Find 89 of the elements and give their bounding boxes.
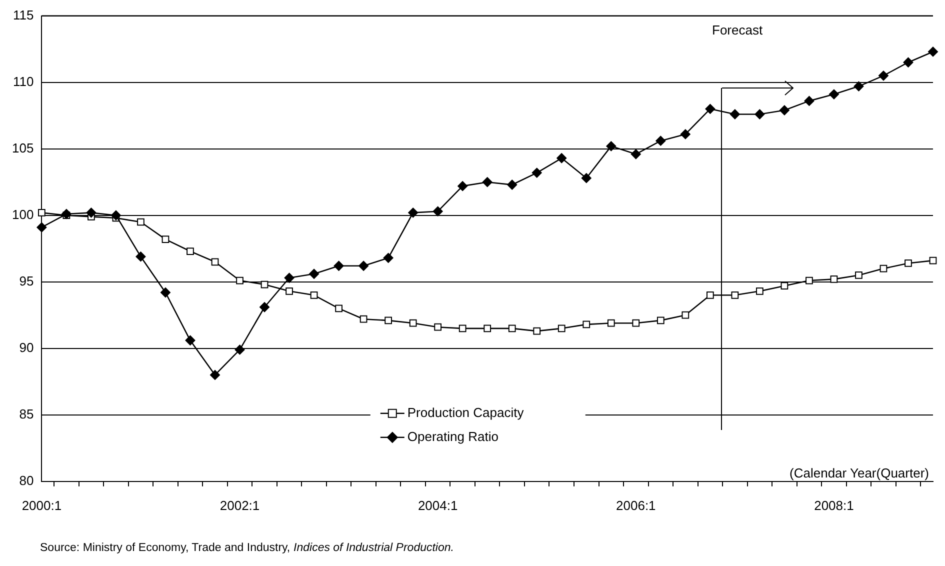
point [432,206,443,216]
point [532,168,542,178]
point [335,304,342,312]
point [581,173,592,184]
point [61,209,72,220]
point [434,323,442,331]
point [754,109,765,120]
point [507,180,518,190]
point [286,287,293,295]
point [260,280,268,288]
y-tick-label: 95 [19,273,34,288]
point [137,218,144,226]
point [383,252,394,263]
y-tick-label: 85 [19,406,34,422]
point [360,315,368,323]
point [211,258,219,266]
point [358,260,369,271]
point [682,311,690,319]
y-tick-label: 115 [12,7,34,22]
legend-label: Production Capacity [407,404,524,420]
point [334,260,344,271]
point [185,335,196,346]
source-note: Source: Ministry of Economy, Trade and Industry, Indices of Industrial Production. [40,542,454,554]
point [86,208,96,218]
point [186,248,194,255]
x-tick-label: 2008:1 [814,498,854,513]
point [929,256,937,264]
point [780,282,788,290]
point [458,181,468,192]
point [284,272,294,283]
point [632,319,640,327]
point [903,57,914,68]
point [854,81,864,92]
point [309,268,320,279]
legend-label: Operating Ratio [407,428,498,444]
point [458,324,466,332]
point [730,109,740,120]
y-tick-label: 90 [19,340,34,355]
point [556,153,567,164]
point [830,276,838,283]
x-tick-label: 2006:1 [616,498,656,513]
point [408,208,418,218]
point [804,96,814,106]
y-tick-label: 80 [19,472,34,488]
point [234,344,245,355]
point [160,288,170,298]
point [110,210,121,220]
point [779,105,790,116]
point [656,136,666,146]
point [928,46,938,57]
point [606,141,616,152]
point [582,320,590,328]
point [508,324,516,332]
annotation: Forecast [712,22,763,38]
y-tick-label: 100 [12,206,34,222]
point [38,209,46,216]
point [904,260,912,267]
x-tick-label: 2004:1 [418,498,458,513]
point [806,276,813,284]
point [656,316,664,324]
y-tick-label: 110 [12,74,34,89]
point [533,327,541,335]
point [607,319,615,327]
point [409,319,417,327]
point [136,252,146,262]
point [260,302,270,312]
point [310,291,318,299]
point [210,370,220,380]
point [680,129,690,140]
point [558,324,566,332]
point [705,104,716,114]
point [756,287,764,295]
x-axis-title: (Calendar Year(Quarter) [790,465,929,480]
point [855,272,862,279]
point [878,70,888,81]
point [236,276,244,284]
point [162,236,170,243]
point [384,316,392,324]
x-tick-label: 2002:1 [220,498,260,513]
point [880,264,888,272]
point [731,291,739,299]
point [484,324,492,332]
y-tick-label: 105 [12,140,34,156]
point [630,149,641,160]
point [828,89,839,100]
point [706,291,714,299]
point [482,177,492,188]
x-tick-label: 2000:1 [22,498,62,513]
point [36,222,47,232]
